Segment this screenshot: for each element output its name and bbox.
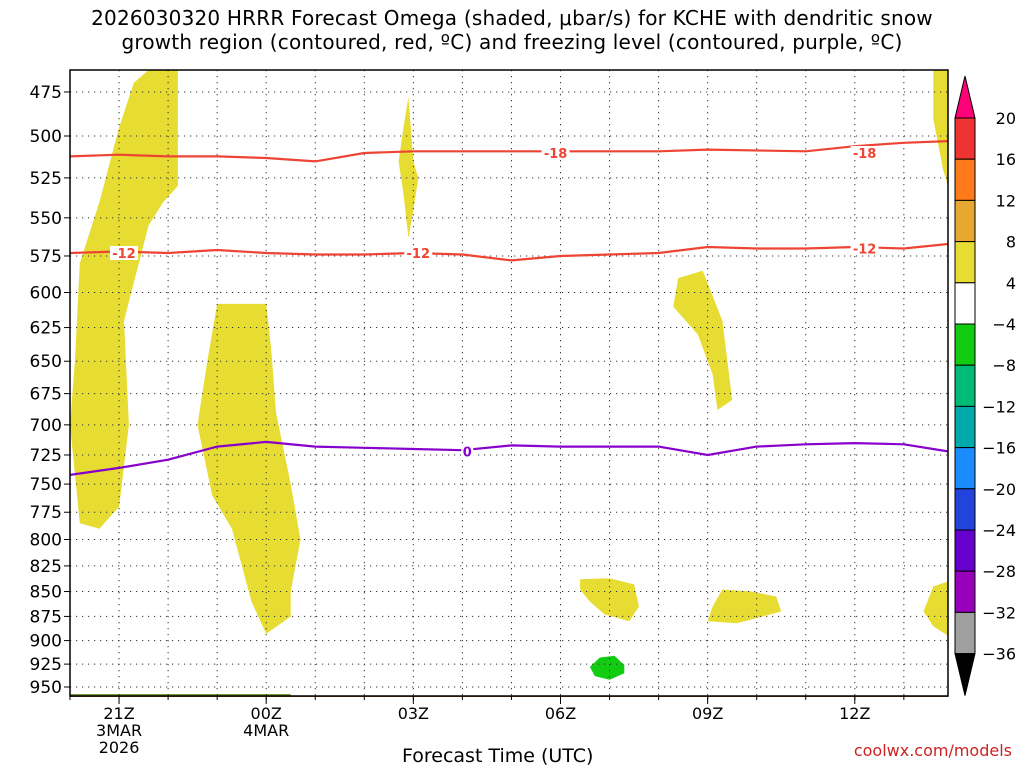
- colorbar-bottom-arrow: [954, 653, 976, 696]
- colorbar-swatch-1: [954, 158, 976, 201]
- colorbar-label-8: −16: [982, 439, 1016, 458]
- omega-area-5: [707, 589, 782, 624]
- contour--18: [70, 140, 948, 163]
- y-tick-label-500: 500: [30, 127, 62, 147]
- y-tick-label-825: 825: [30, 557, 62, 577]
- colorbar-label-0: 20: [996, 109, 1016, 128]
- x-tick-label-21-1: 3MAR: [96, 721, 142, 740]
- x-tick-label-21-2: 2026: [99, 738, 140, 757]
- plot-frame: [69, 69, 949, 697]
- omega-area-6: [923, 581, 948, 636]
- y-tick-label-900: 900: [30, 632, 62, 652]
- omega-area-2: [398, 97, 419, 238]
- x-tick-label-24-0: 00Z: [251, 704, 282, 723]
- contour--12: [70, 242, 948, 262]
- x-tick-label-27-0: 03Z: [398, 704, 429, 723]
- contour-label-bg--18-0: [541, 145, 570, 160]
- colorbar-label-4: 4: [1006, 274, 1016, 293]
- chart-title-line2: growth region (contoured, red, ºC) and f…: [121, 30, 903, 54]
- colorbar-label-11: −28: [982, 562, 1016, 581]
- chart-title-line1: 2026030320 HRRR Forecast Omega (shaded, …: [91, 6, 933, 30]
- contour-label-bg--12-1: [404, 245, 433, 260]
- omega-area-3: [673, 270, 733, 410]
- y-tick-label-725: 725: [30, 446, 62, 466]
- x-tick-label-36-0: 12Z: [839, 704, 870, 723]
- y-tick-label-700: 700: [30, 416, 62, 436]
- contour-label--12-1: -12: [407, 247, 431, 262]
- y-tick-label-750: 750: [30, 475, 62, 495]
- contour-label--12-2: -12: [853, 242, 877, 257]
- colorbar-label-9: −20: [982, 480, 1016, 499]
- omega-area-0: [70, 70, 178, 529]
- y-tick-label-775: 775: [30, 503, 62, 523]
- colorbar-label-13: −36: [982, 645, 1016, 664]
- colorbar: 20 16 12 8 4 −4 −8 −12 −16 −20 −24 −28 −32 −36: [954, 75, 1016, 696]
- x-axis-label: Forecast Time (UTC): [402, 745, 594, 767]
- y-tick-label-875: 875: [30, 607, 62, 627]
- omega-area-1: [197, 303, 301, 634]
- colorbar-label-3: 8: [1006, 233, 1016, 252]
- colorbar-swatch-9: [954, 488, 976, 531]
- contour-label--18-1: -18: [853, 147, 877, 162]
- x-tick-label-24-1: 4MAR: [243, 721, 289, 740]
- colorbar-swatch-4: [954, 282, 976, 325]
- watermark: coolwx.com/models: [853, 741, 1012, 760]
- y-tick-label-600: 600: [30, 284, 62, 304]
- colorbar-swatch-8: [954, 447, 976, 490]
- contour-label-bg--12-0: [109, 245, 138, 260]
- y-tick-label-800: 800: [30, 530, 62, 550]
- y-tick-label-925: 925: [30, 655, 62, 675]
- chart-title: 2026030320 HRRR Forecast Omega (shaded, …: [0, 6, 1024, 54]
- colorbar-label-10: −24: [982, 521, 1016, 540]
- y-tick-label-475: 475: [30, 83, 62, 103]
- omega-area-4: [580, 578, 639, 622]
- y-tick-label-675: 675: [30, 385, 62, 405]
- x-tick-label-21-0: 21Z: [103, 704, 134, 723]
- colorbar-swatch-6: [954, 364, 976, 407]
- colorbar-swatch-7: [954, 405, 976, 449]
- omega-shading-layer: [70, 70, 948, 680]
- contour-label--12-0: -12: [112, 247, 136, 262]
- colorbar-swatch-11: [954, 570, 976, 613]
- x-tick-label-30-0: 06Z: [545, 704, 576, 723]
- colorbar-swatch-10: [954, 529, 976, 572]
- colorbar-label-7: −12: [982, 397, 1016, 416]
- y-tick-label-525: 525: [30, 169, 62, 189]
- colorbar-swatch-2: [954, 199, 976, 243]
- y-tick-label-850: 850: [30, 583, 62, 603]
- omega-area-8: [589, 655, 625, 680]
- contour-label-0-0: 0: [463, 445, 472, 460]
- colorbar-top-arrow: [954, 75, 976, 119]
- contour-layer: -18 -18 -12 -12 -12 0: [70, 140, 948, 476]
- colorbar-label-2: 12: [996, 191, 1016, 210]
- colorbar-swatch-3: [954, 241, 976, 284]
- colorbar-swatch-12: [954, 611, 976, 655]
- contour-label-bg--12-2: [850, 241, 879, 256]
- colorbar-label-12: −32: [982, 603, 1016, 622]
- y-tick-label-550: 550: [30, 209, 62, 229]
- colorbar-label-6: −8: [992, 356, 1016, 375]
- contour-0: [70, 440, 948, 476]
- y-tick-label-575: 575: [30, 247, 62, 267]
- contour-label-bg-0-0: [461, 444, 474, 459]
- colorbar-swatch-5: [954, 323, 976, 366]
- contour-label-bg--18-1: [850, 145, 879, 160]
- omega-area-7: [933, 70, 948, 186]
- colorbar-label-5: −4: [992, 315, 1016, 334]
- colorbar-swatch-0: [954, 117, 976, 160]
- colorbar-label-1: 16: [996, 150, 1016, 169]
- y-axis: 475 500 525 550 575 600 625 650 675 700 725 750 775 8…: [30, 83, 70, 698]
- x-tick-label-33-0: 09Z: [692, 704, 723, 723]
- y-tick-label-950: 950: [30, 678, 62, 698]
- y-tick-label-625: 625: [30, 319, 62, 339]
- contour-label--18-0: -18: [544, 147, 568, 162]
- grid-layer: [69, 70, 948, 696]
- y-tick-label-650: 650: [30, 352, 62, 372]
